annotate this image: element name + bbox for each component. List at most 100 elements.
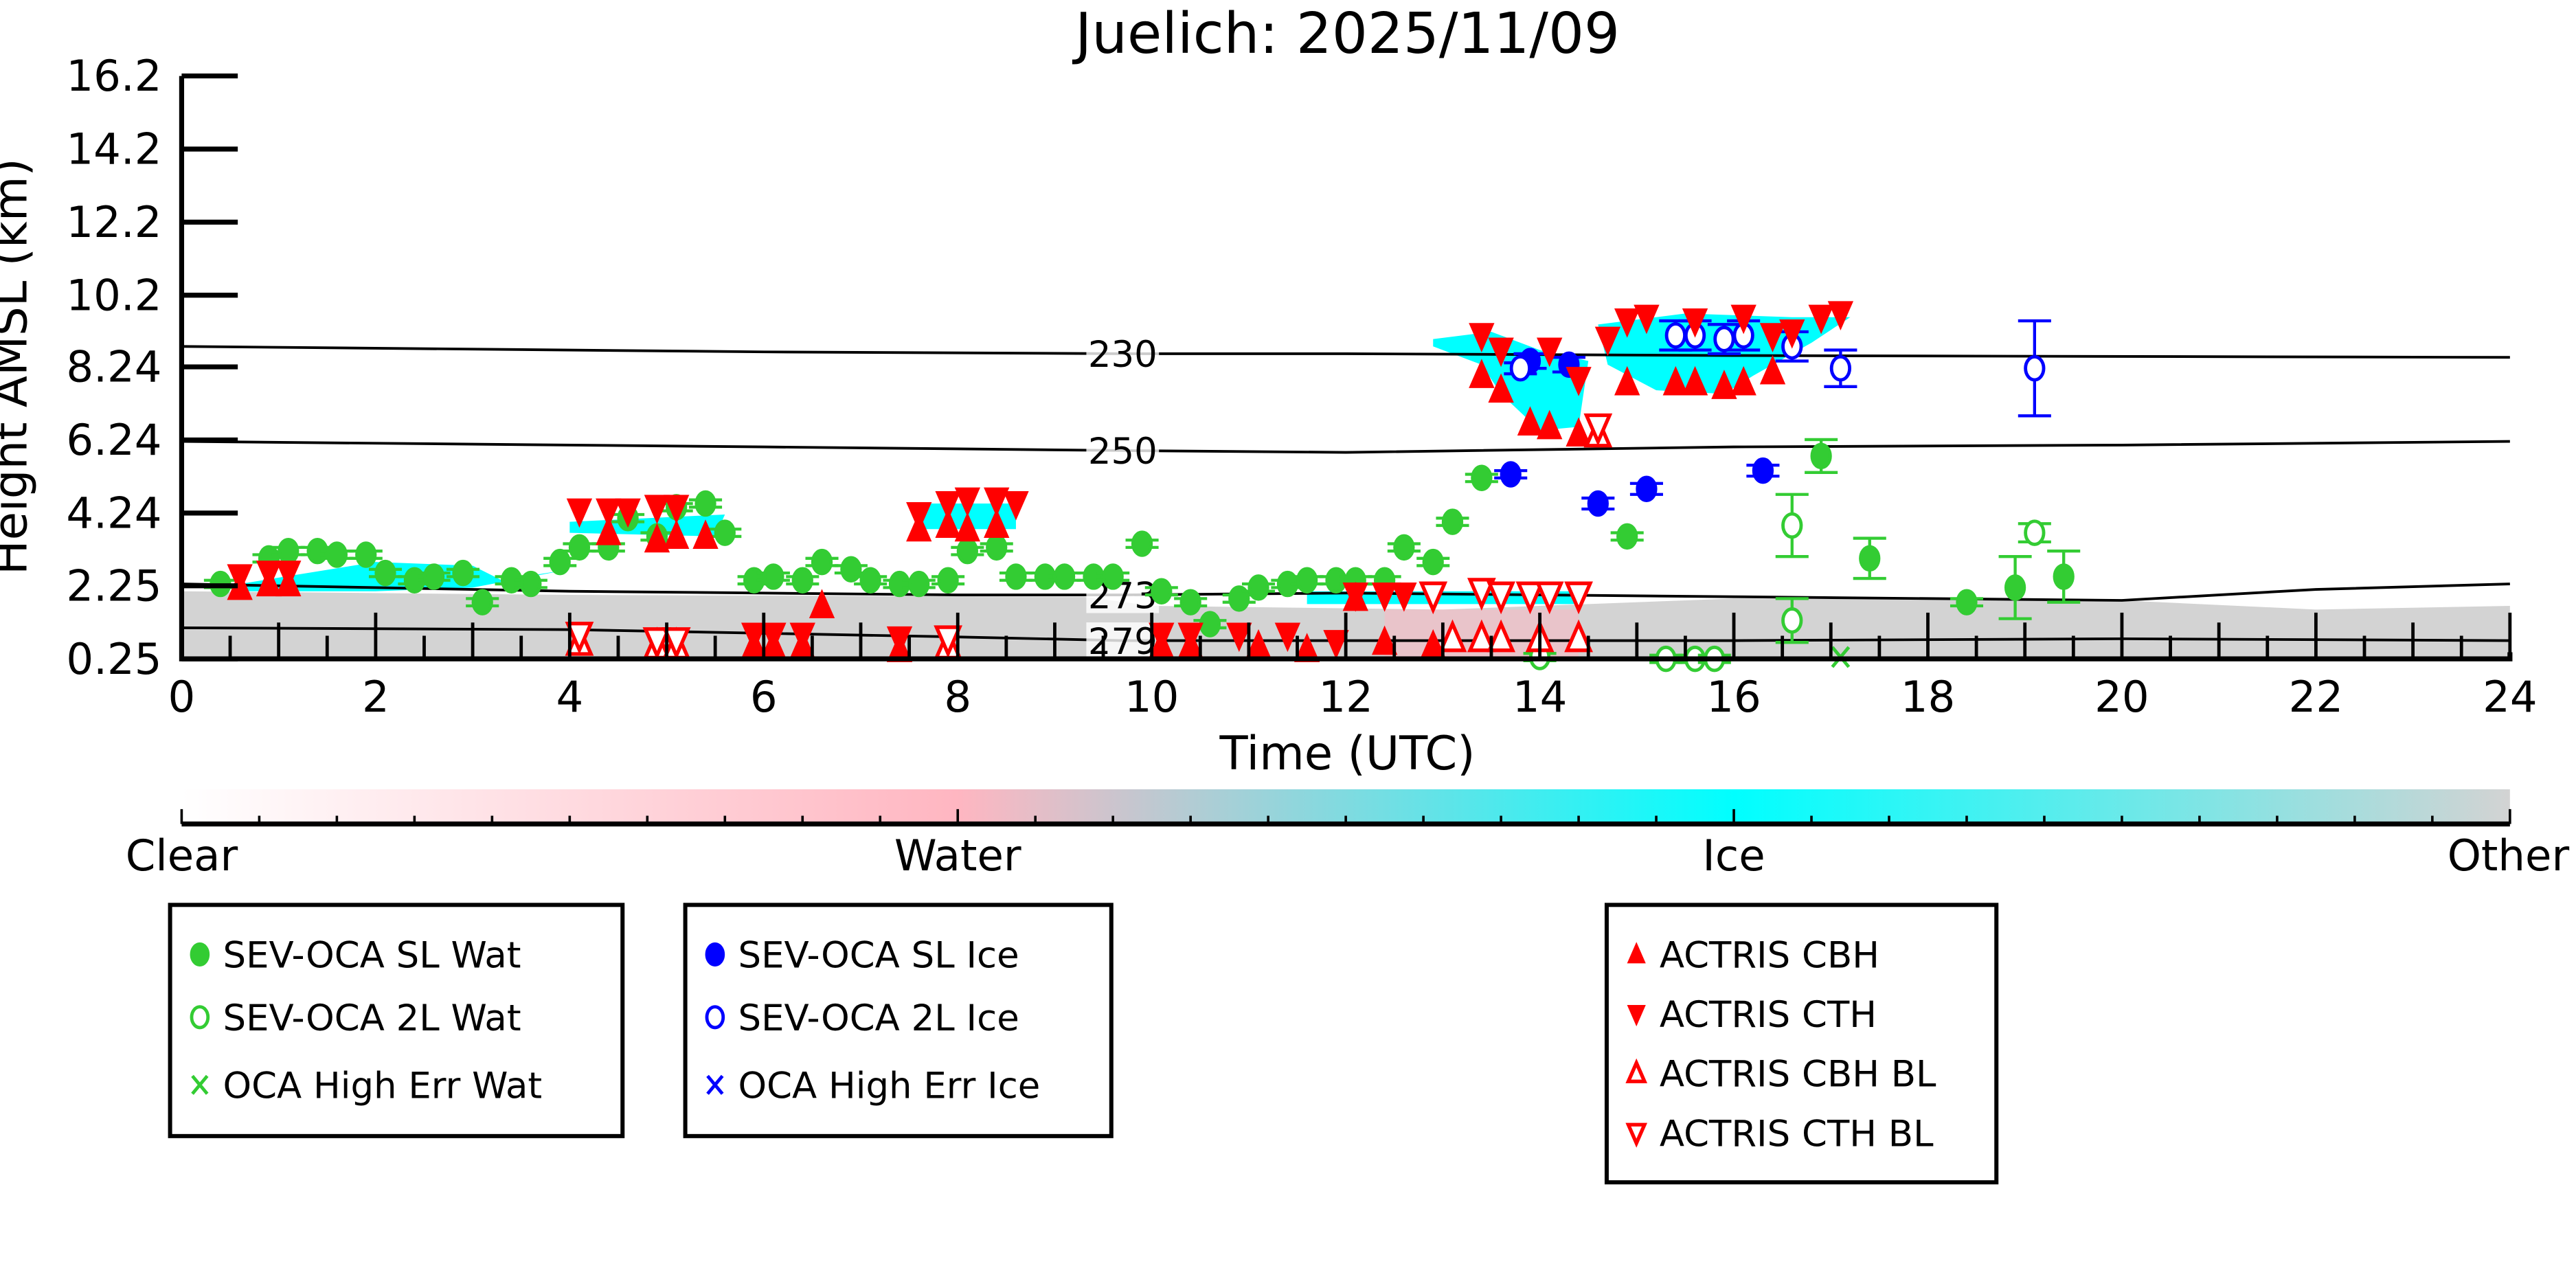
marker-triangle-up bbox=[1711, 370, 1737, 399]
marker-circle bbox=[1471, 464, 1493, 492]
marker-triangle-up bbox=[1759, 354, 1786, 385]
marker-circle bbox=[471, 589, 493, 615]
marker-triangle-down bbox=[1419, 581, 1448, 615]
marker-circle bbox=[1102, 563, 1124, 590]
marker-circle bbox=[1053, 563, 1076, 590]
marker-circle bbox=[355, 541, 377, 568]
y-tick-label: 6.24 bbox=[66, 415, 161, 465]
marker-triangle-down bbox=[984, 487, 1010, 517]
marker-circle bbox=[1247, 574, 1269, 601]
marker-circle bbox=[1441, 508, 1464, 535]
legend-label: SEV-OCA 2L Wat bbox=[223, 997, 521, 1039]
marker-triangle-down bbox=[1583, 413, 1613, 447]
isotherm-label: 279 bbox=[1088, 621, 1157, 663]
marker-circle bbox=[2053, 563, 2075, 590]
marker-circle bbox=[762, 563, 784, 590]
marker-triangle-down bbox=[227, 564, 253, 594]
marker-triangle-down bbox=[934, 625, 962, 659]
legend-label: ACTRIS CTH bbox=[1660, 994, 1877, 1036]
marker-triangle-down bbox=[1808, 304, 1834, 335]
marker-triangle-up bbox=[1564, 619, 1593, 653]
marker-triangle-down bbox=[1149, 622, 1175, 653]
marker-triangle-down bbox=[1730, 304, 1756, 335]
marker-circle bbox=[1228, 585, 1250, 612]
marker-circle bbox=[1005, 563, 1027, 590]
x-tick-label: 4 bbox=[556, 672, 583, 722]
legend-label: SEV-OCA 2L Ice bbox=[738, 997, 1019, 1039]
isotherm-line bbox=[181, 345, 2510, 359]
marker-triangle-down bbox=[1614, 308, 1640, 338]
marker-circle bbox=[568, 534, 591, 561]
marker-triangle-down bbox=[615, 498, 641, 528]
marker-triangle-down bbox=[642, 627, 672, 660]
series-actris-cth-bl bbox=[565, 413, 1613, 660]
marker-circle bbox=[1296, 567, 1318, 594]
marker-circle bbox=[549, 548, 571, 576]
marker-triangle-up bbox=[935, 508, 961, 538]
marker-circle bbox=[840, 556, 862, 583]
isotherm-label-bg bbox=[1086, 432, 1160, 469]
marker-triangle-down bbox=[954, 487, 981, 517]
legend: SEV-OCA SL Wat SEV-OCA 2L Wat OCA High Err… bbox=[168, 903, 1999, 1185]
marker-circle bbox=[452, 559, 474, 587]
marker-triangle-up bbox=[1537, 409, 1563, 440]
isotherm-line bbox=[181, 583, 2510, 602]
marker-triangle-down bbox=[664, 495, 690, 524]
marker-triangle-down bbox=[1625, 1122, 1648, 1148]
marker-triangle-up bbox=[1438, 619, 1467, 653]
marker-triangle-up bbox=[809, 589, 835, 619]
marker-triangle-up bbox=[1517, 406, 1544, 436]
isotherm-label-bg bbox=[1086, 335, 1160, 372]
marker-triangle-up bbox=[1467, 619, 1496, 653]
x-tick-label: 12 bbox=[1318, 672, 1373, 722]
colorbar-label: Other bbox=[2448, 831, 2570, 881]
marker-triangle-down bbox=[1391, 583, 1417, 612]
marker-triangle-down bbox=[1488, 337, 1514, 368]
y-tick-label: 12.2 bbox=[66, 197, 161, 247]
marker-circle bbox=[986, 534, 1008, 561]
legend-frame bbox=[168, 903, 625, 1138]
x-tick-label: 6 bbox=[750, 672, 778, 722]
marker-triangle-down bbox=[1467, 578, 1496, 611]
marker-circle bbox=[1810, 442, 1832, 470]
colorbar-label: Water bbox=[894, 831, 1021, 881]
marker-triangle-down bbox=[1594, 326, 1621, 357]
marker-triangle-down bbox=[1342, 583, 1368, 612]
marker-triangle-up bbox=[1469, 359, 1495, 388]
marker-triangle-down bbox=[644, 495, 670, 524]
marker-circle bbox=[1083, 563, 1105, 590]
marker-triangle-up bbox=[1488, 373, 1514, 403]
marker-circle bbox=[1151, 578, 1173, 605]
marker-triangle-down bbox=[596, 498, 622, 528]
marker-triangle-down bbox=[906, 501, 932, 532]
marker-circle bbox=[1664, 322, 1686, 349]
marker-triangle-down bbox=[935, 491, 961, 521]
legend-label: ACTRIS CBH BL bbox=[1660, 1054, 1936, 1096]
x-tick-label: 18 bbox=[1901, 672, 1956, 722]
marker-triangle-down bbox=[565, 622, 594, 655]
marker-triangle-down bbox=[1627, 1004, 1646, 1027]
marker-circle bbox=[859, 567, 881, 594]
y-tick-label: 2.25 bbox=[66, 561, 161, 611]
marker-triangle-up bbox=[984, 508, 1010, 538]
marker-circle bbox=[1587, 490, 1609, 517]
y-tick-label: 10.2 bbox=[66, 270, 161, 320]
marker-circle bbox=[1781, 512, 1803, 539]
marker-circle bbox=[1781, 607, 1803, 634]
legend-frame bbox=[683, 903, 1114, 1138]
marker-circle bbox=[1131, 530, 1153, 557]
legend-box-1: SEV-OCA SL Wat SEV-OCA 2L Wat OCA High Err… bbox=[168, 903, 625, 1138]
marker-triangle-up bbox=[596, 515, 622, 545]
legend-label: SEV-OCA SL Wat bbox=[223, 935, 521, 977]
series-actris-cth bbox=[227, 301, 1854, 659]
marker-circle bbox=[956, 537, 978, 565]
marker-circle bbox=[705, 942, 725, 967]
marker-triangle-down bbox=[1634, 304, 1660, 335]
legend-label: ACTRIS CBH bbox=[1660, 935, 1879, 977]
marker-circle bbox=[1829, 354, 1852, 382]
marker-triangle-up bbox=[1662, 365, 1688, 396]
marker-triangle-up bbox=[1625, 1058, 1648, 1083]
marker-circle bbox=[1713, 326, 1735, 352]
marker-circle bbox=[1034, 563, 1056, 590]
marker-circle bbox=[1500, 461, 1522, 488]
